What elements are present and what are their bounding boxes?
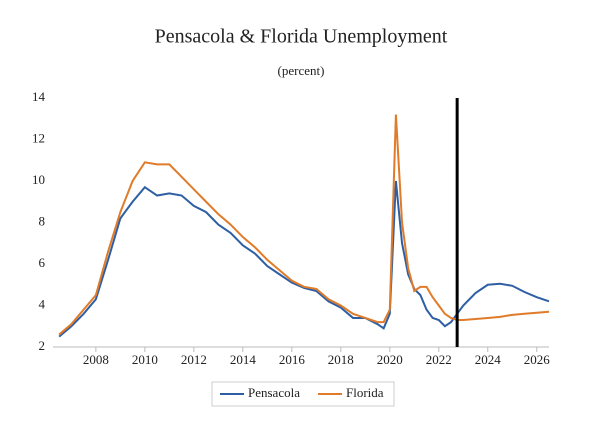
- y-tick-label: 6: [39, 255, 46, 270]
- chart-subtitle: (percent): [278, 63, 325, 78]
- x-tick-label: 2022: [426, 352, 452, 367]
- x-tick-label: 2016: [279, 352, 306, 367]
- series-line: [58, 114, 550, 336]
- legend-label: Florida: [346, 385, 384, 400]
- legend-label: Pensacola: [248, 385, 300, 400]
- x-tick-label: 2008: [83, 352, 109, 367]
- x-tick-label: 2010: [132, 352, 158, 367]
- x-tick-label: 2024: [475, 352, 502, 367]
- x-tick-label: 2012: [181, 352, 207, 367]
- x-tick-label: 2018: [328, 352, 354, 367]
- series-line: [58, 180, 550, 338]
- x-tick-label: 2014: [230, 352, 257, 367]
- legend-box: [211, 381, 395, 407]
- y-tick-label: 12: [32, 130, 45, 145]
- y-tick-label: 14: [32, 89, 46, 104]
- x-tick-label: 2020: [377, 352, 403, 367]
- y-tick-label: 10: [32, 172, 45, 187]
- y-tick-label: 8: [39, 213, 46, 228]
- y-tick-label: 4: [39, 296, 46, 311]
- y-tick-label: 2: [39, 338, 46, 353]
- chart-title: Pensacola & Florida Unemployment: [155, 26, 448, 48]
- x-tick-label: 2026: [524, 352, 551, 367]
